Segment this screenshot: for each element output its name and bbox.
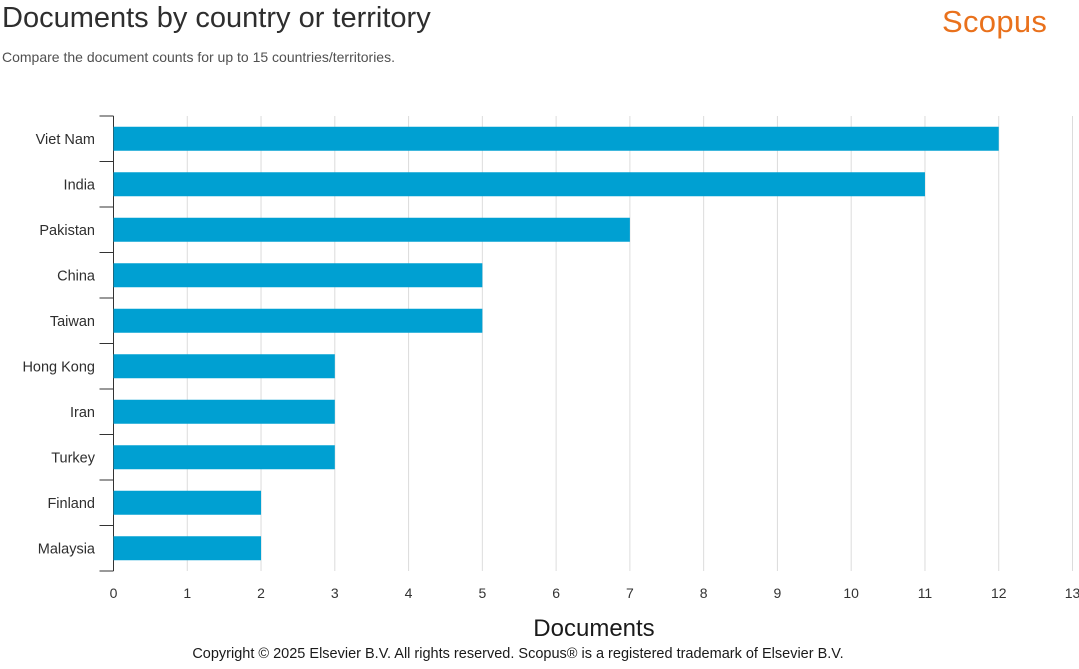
x-tick-label: 7 <box>626 585 634 601</box>
category-label: Turkey <box>51 450 96 466</box>
category-label: Pakistan <box>39 223 95 239</box>
x-tick-label: 4 <box>405 585 413 601</box>
category-label: India <box>64 177 96 193</box>
category-label: Hong Kong <box>22 359 95 375</box>
x-tick-label: 5 <box>478 585 486 601</box>
bar[interactable] <box>113 399 335 424</box>
page-title: Documents by country or territory <box>2 2 431 34</box>
category-labels: Viet Nam India Pakistan China Taiwan Hong Kon… <box>22 132 95 558</box>
x-tick-label: 1 <box>183 585 191 601</box>
y-axis <box>99 115 114 572</box>
x-tick-label: 3 <box>331 585 339 601</box>
bar[interactable] <box>113 354 335 379</box>
x-tick-label: 6 <box>552 585 560 601</box>
bar[interactable] <box>113 172 925 197</box>
bar[interactable] <box>113 126 999 151</box>
x-tick-label: 12 <box>991 585 1007 601</box>
x-tick-label: 0 <box>110 585 118 601</box>
bar[interactable] <box>113 308 483 333</box>
x-axis-title: Documents <box>533 615 654 642</box>
page-subtitle: Compare the document counts for up to 15… <box>2 49 395 65</box>
category-label: Viet Nam <box>36 132 95 148</box>
x-tick-label: 10 <box>843 585 859 601</box>
bar[interactable] <box>113 490 262 515</box>
category-label: Taiwan <box>50 314 95 330</box>
x-tick-label: 2 <box>257 585 265 601</box>
bar[interactable] <box>113 263 483 288</box>
category-label: China <box>57 268 96 284</box>
x-tick-label: 8 <box>700 585 708 601</box>
scopus-logo: Scopus <box>942 4 1048 39</box>
bar[interactable] <box>113 445 335 470</box>
bar[interactable] <box>113 217 630 242</box>
copyright-footer: Copyright © 2025 Elsevier B.V. All right… <box>192 646 844 662</box>
category-label: Malaysia <box>38 541 96 557</box>
x-tick-label: 9 <box>774 585 782 601</box>
bar[interactable] <box>113 536 262 561</box>
x-tick-labels: 0 1 2 3 4 5 6 7 8 9 10 11 12 13 <box>110 585 1079 601</box>
category-label: Iran <box>70 405 95 421</box>
bars <box>113 126 999 561</box>
x-tick-label: 13 <box>1065 585 1079 601</box>
category-label: Finland <box>47 496 95 512</box>
x-tick-label: 11 <box>918 585 933 601</box>
